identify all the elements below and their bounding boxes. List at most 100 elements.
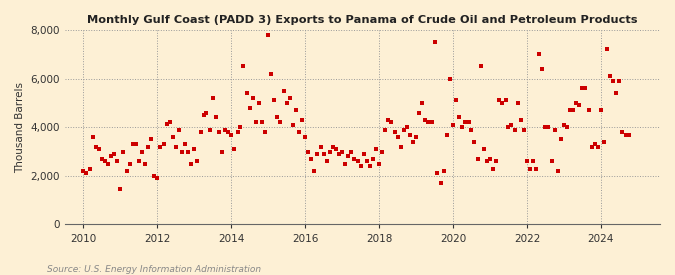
Point	[404, 132, 415, 137]
Point	[367, 157, 378, 161]
Point	[238, 64, 249, 69]
Point	[219, 127, 230, 132]
Point	[124, 161, 135, 166]
Point	[109, 152, 119, 156]
Point	[522, 159, 533, 163]
Point	[540, 125, 551, 130]
Point	[81, 171, 92, 176]
Point	[556, 137, 566, 142]
Point	[531, 166, 541, 171]
Point	[608, 79, 618, 83]
Point	[528, 159, 539, 163]
Point	[164, 120, 175, 125]
Point	[242, 91, 252, 95]
Point	[158, 142, 169, 146]
Point	[577, 86, 588, 90]
Point	[346, 149, 357, 154]
Point	[435, 181, 446, 185]
Point	[374, 161, 385, 166]
Point	[448, 123, 458, 127]
Point	[491, 159, 502, 163]
Point	[620, 132, 631, 137]
Point	[537, 67, 548, 71]
Point	[469, 140, 480, 144]
Point	[294, 130, 304, 134]
Point	[103, 161, 113, 166]
Point	[94, 147, 105, 151]
Point	[466, 127, 477, 132]
Point	[614, 79, 625, 83]
Point	[593, 144, 603, 149]
Point	[423, 120, 433, 125]
Point	[183, 149, 194, 154]
Point	[586, 144, 597, 149]
Point	[78, 169, 89, 173]
Point	[127, 142, 138, 146]
Point	[290, 108, 301, 112]
Point	[364, 164, 375, 168]
Point	[386, 120, 397, 125]
Point	[134, 159, 144, 163]
Point	[362, 159, 373, 163]
Point	[106, 154, 117, 159]
Point	[371, 147, 381, 151]
Point	[229, 147, 240, 151]
Point	[599, 140, 610, 144]
Point	[321, 159, 332, 163]
Point	[152, 176, 163, 180]
Point	[410, 135, 421, 139]
Point	[217, 149, 227, 154]
Point	[340, 161, 350, 166]
Point	[223, 130, 234, 134]
Point	[214, 130, 225, 134]
Point	[389, 130, 400, 134]
Point	[395, 144, 406, 149]
Point	[580, 86, 591, 90]
Point	[426, 120, 437, 125]
Point	[226, 132, 237, 137]
Point	[177, 149, 188, 154]
Point	[97, 157, 107, 161]
Point	[534, 52, 545, 56]
Point	[315, 144, 326, 149]
Point	[331, 147, 342, 151]
Point	[417, 101, 428, 105]
Point	[512, 101, 523, 105]
Point	[149, 174, 160, 178]
Point	[380, 127, 391, 132]
Point	[617, 130, 628, 134]
Point	[272, 115, 283, 120]
Point	[186, 161, 196, 166]
Point	[112, 159, 123, 163]
Point	[189, 147, 200, 151]
Point	[146, 137, 157, 142]
Point	[99, 159, 110, 163]
Point	[524, 166, 535, 171]
Point	[414, 111, 425, 115]
Point	[398, 127, 409, 132]
Point	[318, 152, 329, 156]
Point	[552, 169, 563, 173]
Point	[205, 127, 215, 132]
Point	[500, 98, 511, 103]
Point	[266, 72, 277, 76]
Point	[355, 164, 366, 168]
Point	[297, 118, 308, 122]
Point	[454, 115, 464, 120]
Point	[349, 157, 360, 161]
Point	[278, 89, 289, 93]
Point	[247, 96, 258, 100]
Point	[327, 144, 338, 149]
Point	[275, 120, 286, 125]
Y-axis label: Thousand Barrels: Thousand Barrels	[15, 82, 25, 173]
Point	[565, 108, 576, 112]
Title: Monthly Gulf Coast (PADD 3) Exports to Panama of Crude Oil and Petroleum Product: Monthly Gulf Coast (PADD 3) Exports to P…	[87, 15, 638, 25]
Point	[201, 111, 212, 115]
Point	[503, 125, 514, 130]
Point	[180, 142, 190, 146]
Point	[377, 149, 387, 154]
Point	[325, 149, 335, 154]
Point	[515, 118, 526, 122]
Point	[589, 142, 600, 146]
Point	[333, 152, 344, 156]
